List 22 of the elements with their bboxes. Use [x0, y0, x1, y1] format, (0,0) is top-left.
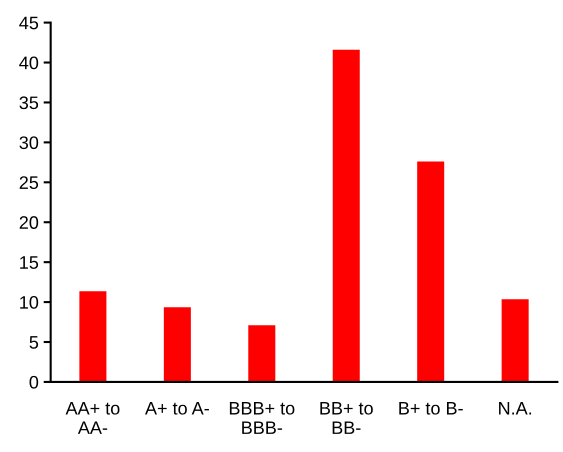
- x-tick-label: B+ to B-: [399, 402, 463, 415]
- y-tick-label: 0: [30, 376, 38, 389]
- bar: [502, 299, 529, 382]
- y-tick-label: 30: [19, 136, 38, 150]
- x-tick-label: N.A.: [499, 402, 532, 414]
- y-tick-label: 5: [30, 336, 38, 349]
- x-tick-label: A+ to A-: [145, 402, 209, 415]
- bar: [248, 325, 276, 382]
- x-tick-label: BBB+ to BBB-: [230, 402, 294, 434]
- x-tick-label: BB+ to BB-: [320, 402, 373, 434]
- bar: [417, 162, 444, 382]
- bar: [332, 50, 360, 382]
- y-tick-label: 15: [20, 256, 38, 269]
- y-tick-label: 20: [20, 216, 38, 229]
- bar: [164, 307, 191, 382]
- x-tick-label: AA+ to AA-: [66, 402, 120, 434]
- y-tick-label: 25: [20, 176, 38, 190]
- y-tick-label: 40: [19, 56, 38, 70]
- bar: [79, 291, 106, 382]
- y-tick-label: 35: [19, 96, 38, 110]
- y-tick-label: 10: [20, 296, 38, 309]
- y-tick-label: 45: [19, 16, 38, 30]
